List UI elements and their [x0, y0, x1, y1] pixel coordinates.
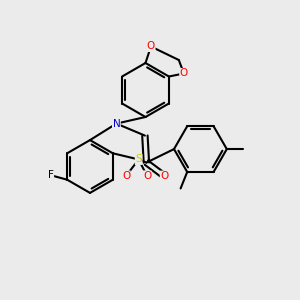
Text: O: O	[122, 171, 130, 181]
Text: O: O	[143, 171, 151, 181]
Text: S: S	[135, 154, 142, 164]
Text: O: O	[160, 171, 169, 181]
Text: N: N	[112, 118, 120, 129]
Text: O: O	[180, 68, 188, 79]
Text: F: F	[48, 170, 54, 180]
Text: O: O	[147, 41, 155, 52]
